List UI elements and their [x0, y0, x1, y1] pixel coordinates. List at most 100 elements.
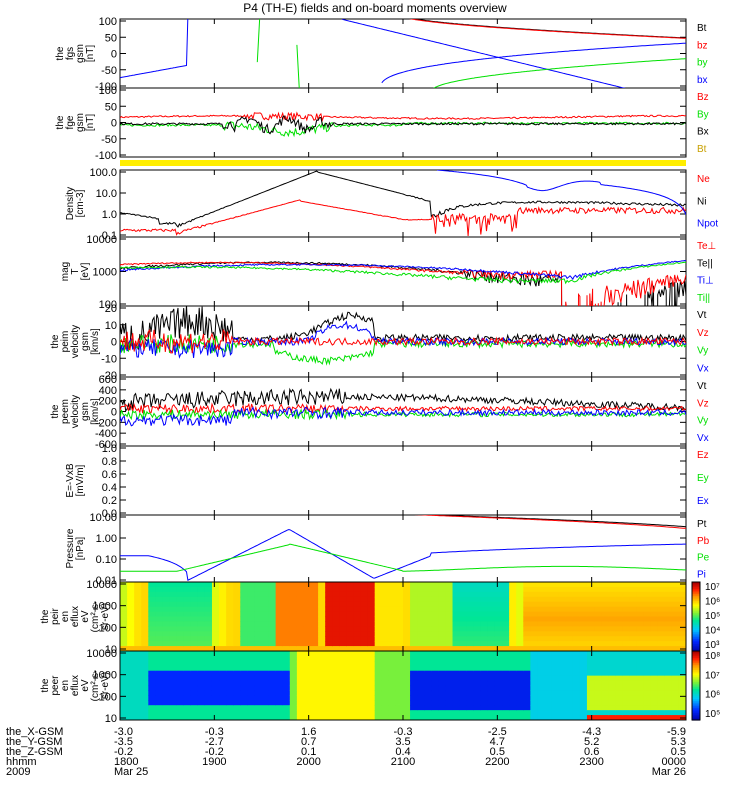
legend-peim-Vx: Vx: [697, 363, 709, 374]
ytick-label-peem: 600: [99, 374, 117, 386]
xaxis-value: -2.5: [488, 726, 507, 738]
ylabel-fgs: fgs: [65, 47, 76, 60]
ylabel-fgs: the: [55, 46, 66, 60]
ylabel-peir: peir: [50, 607, 61, 624]
figure-title: P4 (TH-E) fields and on-board moments ov…: [243, 1, 507, 15]
ytick-label-fgs: 50: [105, 32, 117, 44]
legend-peim-Vt: Vt: [697, 310, 707, 321]
legend-fge-Bx: Bx: [697, 127, 709, 138]
ylabel-fgs: [nT]: [85, 45, 96, 62]
ytick-label-density: 1.0: [102, 209, 117, 221]
ytick-label-density: 0.1: [102, 230, 117, 242]
temp-teperp: [120, 261, 686, 306]
ytick-label-fge: -100: [95, 150, 117, 162]
legend-fge-Bz: Bz: [697, 92, 709, 103]
ylabel-fge: the: [55, 115, 66, 129]
fgs-by-spike2: [296, 44, 300, 88]
legend-pressure-Pb: Pb: [697, 536, 710, 547]
ytick-label-peim: -20: [101, 370, 117, 382]
ylabel-peem: gsm: [80, 402, 91, 421]
xaxis-value: 4.7: [490, 736, 505, 748]
ylabel-fge: gsm: [75, 113, 86, 132]
xaxis-value: Mar 25: [114, 766, 148, 778]
ylabel-pressure: [nPa]: [75, 537, 86, 561]
ytick-label-fge: 100: [99, 85, 117, 97]
colorbar-label-peir: 10⁴: [705, 625, 720, 636]
ytick-label-efield: 0.0: [102, 508, 117, 520]
xaxis-value: -3.0: [114, 726, 133, 738]
density-ni: [120, 170, 686, 228]
legend-peem-Vy: Vy: [697, 416, 708, 427]
legend-temp-Te⊥: Te⊥: [697, 241, 716, 252]
xaxis-row-label: 2009: [6, 766, 30, 778]
ytick-label-efield: 0.8: [102, 456, 117, 468]
ylabel-peim: peim: [60, 331, 71, 353]
ylabel-peer: en: [60, 680, 71, 691]
legend-efield-Ex: Ex: [697, 496, 709, 507]
ytick-label-peim: 20: [105, 303, 117, 315]
ylabel-fge: fge: [65, 115, 76, 129]
xaxis-value: -0.3: [394, 726, 413, 738]
fge-bx: [120, 115, 686, 135]
legend-temp-Ti||: Ti||: [697, 293, 710, 304]
xaxis-value: 1800: [114, 756, 138, 768]
ytick-label-density: 100.0: [89, 167, 117, 179]
legend-temp-Te||: Te||: [697, 258, 713, 269]
ytick-label-fgs: -100: [95, 81, 117, 93]
ylabel-peer: eV: [80, 679, 91, 692]
pressure-pe: [120, 543, 686, 572]
ylabel-pressure: Pressure: [65, 528, 76, 568]
temp-tiperp: [120, 259, 686, 281]
legend-peim-Vz: Vz: [697, 328, 709, 339]
legend-temp-Ti⊥: Ti⊥: [697, 276, 714, 287]
xaxis-value: 1.6: [301, 726, 316, 738]
legend-fgs-by: by: [697, 58, 708, 69]
legend-efield-Ez: Ez: [697, 450, 709, 461]
xaxis-value: -0.2: [205, 746, 224, 758]
fgs-bx-mid: [342, 19, 626, 88]
pressure-pb: [414, 515, 686, 529]
legend-fgs-bx: bx: [697, 75, 708, 86]
ytick-label-peer: 10000: [86, 648, 117, 660]
ytick-label-efield: 0.4: [102, 482, 117, 494]
fge-bz: [120, 111, 686, 123]
ylabel-peer: the: [40, 678, 51, 692]
panel-frame-efield: [119, 445, 687, 516]
xaxis-value: 0.7: [301, 736, 316, 748]
fgs-by: [433, 58, 686, 88]
xaxis-row-label: hhmm: [6, 756, 37, 768]
ytick-label-peer: 1000: [93, 670, 117, 682]
legend-fgs-Bt: Bt: [697, 23, 707, 34]
ytick-label-efield: 0.6: [102, 469, 117, 481]
ylabel-efield: [mV/m]: [75, 464, 86, 496]
ylabel-peem: the: [50, 404, 61, 418]
ytick-label-peem: -400: [95, 428, 117, 440]
data-availability-bar: [120, 160, 686, 166]
ytick-label-peim: 0: [111, 337, 117, 349]
panel-frame-fgs: [119, 18, 687, 89]
legend-peem-Vx: Vx: [697, 433, 709, 444]
legend-fge-By: By: [697, 109, 709, 120]
ylabel-density: [cm-3]: [75, 189, 86, 217]
ylabel-peir: eflux: [70, 606, 81, 627]
ylabel-peim: velocity: [70, 325, 81, 358]
ylabel-peim: gsm: [80, 332, 91, 351]
ytick-label-peim: 10: [105, 320, 117, 332]
ylabel-density: Density: [65, 187, 76, 220]
fgs-bx-early: [120, 19, 189, 79]
ylabel-peim: the: [50, 334, 61, 348]
ytick-label-pressure: 0.10: [96, 554, 117, 566]
colorbar-label-peer: 10⁸: [705, 651, 720, 662]
xaxis-value: 0000: [662, 756, 686, 768]
ytick-label-peir: 10: [105, 644, 117, 656]
legend-density-Ne: Ne: [697, 174, 710, 185]
xaxis-value: -3.5: [114, 736, 133, 748]
peem-vt: [120, 387, 686, 413]
ytick-label-pressure: 10.00: [89, 512, 117, 524]
ylabel-temp: T: [70, 268, 81, 274]
ylabel-fgs: gsm: [75, 44, 86, 63]
ytick-label-peir: 100: [99, 622, 117, 634]
ylabel-peim: [km/s]: [90, 328, 101, 355]
colorbar-frame-peer: [691, 650, 701, 721]
